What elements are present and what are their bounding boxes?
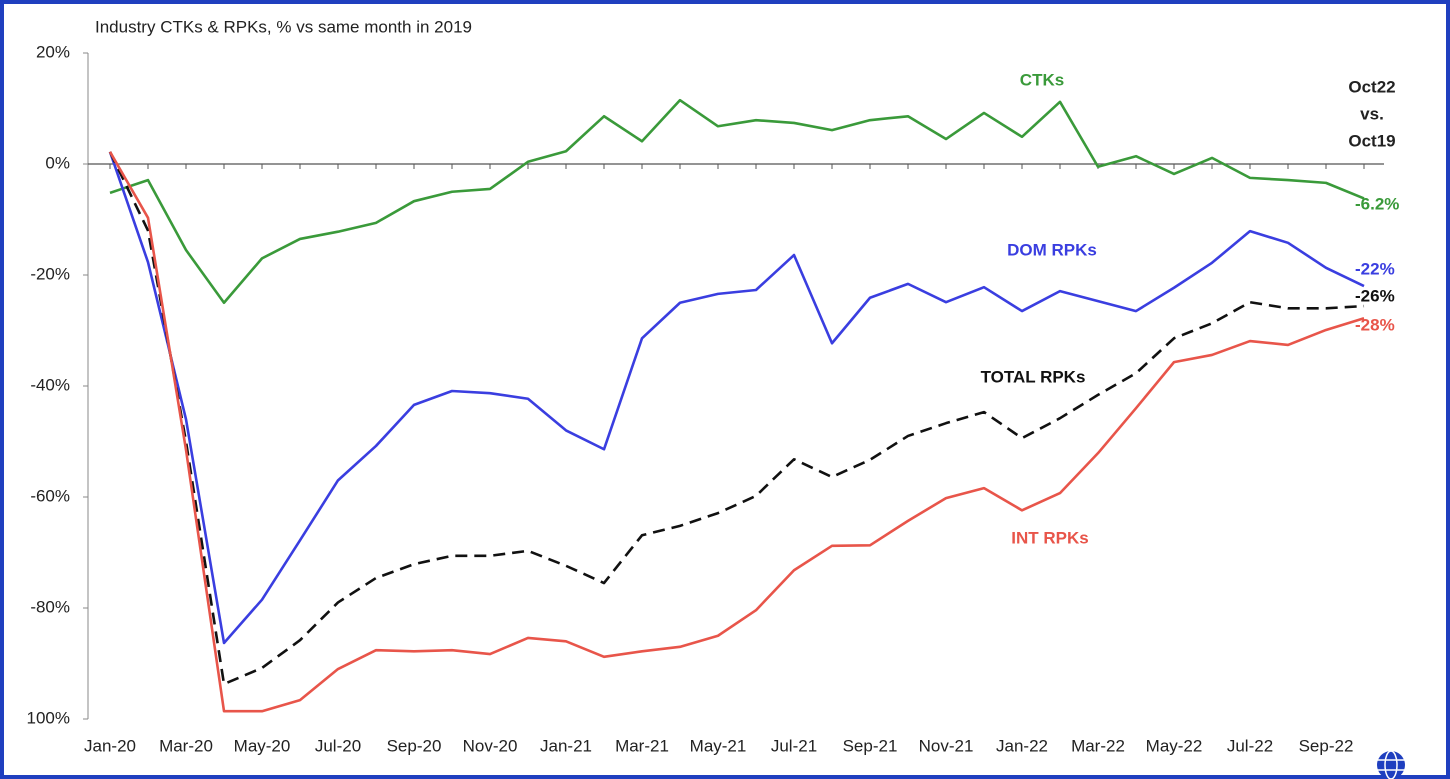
series-line: [108, 151, 1365, 645]
x-tick-label: Jan-22: [996, 736, 1048, 755]
series-label: CTKs: [1020, 70, 1064, 89]
x-tick-label: Mar-20: [159, 736, 213, 755]
x-tick-label: Nov-20: [463, 736, 518, 755]
x-tick-label: Jul-21: [771, 736, 817, 755]
x-tick-label: Sep-22: [1299, 736, 1354, 755]
y-tick-label: -80%: [30, 597, 70, 616]
series-label: TOTAL RPKs: [981, 367, 1086, 386]
y-tick-label: 100%: [27, 708, 70, 727]
end-label: -26%: [1355, 286, 1395, 305]
x-tick-label: Jan-21: [540, 736, 592, 755]
x-tick-label: Nov-21: [919, 736, 974, 755]
x-tick-label: May-22: [1146, 736, 1203, 755]
globe-icon: [1377, 750, 1405, 779]
x-tick-label: May-21: [690, 736, 747, 755]
x-tick-label: May-20: [234, 736, 291, 755]
y-tick-label: -40%: [30, 375, 70, 394]
x-tick-label: Sep-21: [843, 736, 898, 755]
x-tick-label: Mar-22: [1071, 736, 1125, 755]
x-tick-label: Sep-20: [387, 736, 442, 755]
series-line: [109, 98, 1365, 305]
x-tick-label: Mar-21: [615, 736, 669, 755]
end-label: -28%: [1355, 315, 1395, 334]
x-tick-label: Jul-22: [1227, 736, 1273, 755]
y-tick-label: -60%: [30, 486, 70, 505]
x-tick-label: Jan-20: [84, 736, 136, 755]
series-label: DOM RPKs: [1007, 240, 1097, 259]
annotation: Oct19: [1348, 131, 1395, 150]
series-line: [108, 151, 1365, 686]
end-label: -22%: [1355, 259, 1395, 278]
series-label: INT RPKs: [1011, 528, 1088, 547]
annotation: Oct22: [1348, 77, 1395, 96]
x-tick-label: Jul-20: [315, 736, 361, 755]
y-tick-label: 20%: [36, 42, 70, 61]
y-tick-label: -20%: [30, 264, 70, 283]
end-label: -6.2%: [1355, 194, 1399, 213]
series-line: [108, 151, 1365, 713]
annotation: vs.: [1360, 104, 1384, 123]
y-tick-label: 0%: [45, 153, 70, 172]
chart-title: Industry CTKs & RPKs, % vs same month in…: [95, 17, 472, 36]
